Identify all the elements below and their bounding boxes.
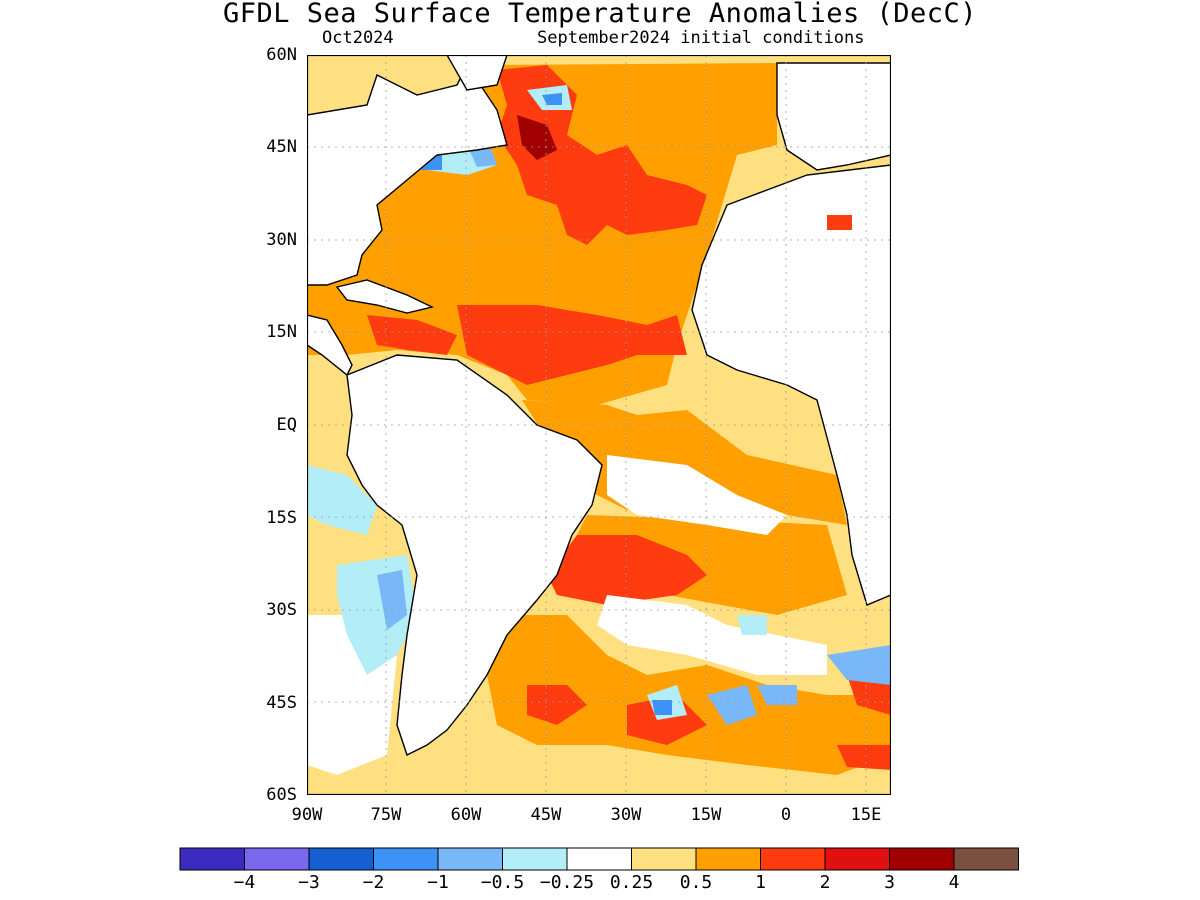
lat-label-30n: 30N <box>266 230 297 250</box>
chart-title: GFDL Sea Surface Temperature Anomalies (… <box>223 0 977 29</box>
colorbar-label: −0.25 <box>539 872 595 893</box>
colorbar-box <box>824 847 890 871</box>
caribbean <box>335 279 435 314</box>
lat-label-30s: 30S <box>266 600 297 620</box>
sst-anomaly-map <box>307 55 891 795</box>
lat-label-60s: 60S <box>266 785 297 805</box>
europe <box>776 62 891 171</box>
colorbar-label: 0.25 <box>609 872 654 893</box>
africa <box>691 164 891 606</box>
colorbar-label: 4 <box>948 872 960 893</box>
colorbar <box>179 847 1019 871</box>
colorbar-label: −3 <box>298 872 320 893</box>
lon-label-30w: 30W <box>610 805 642 825</box>
anomaly-field-red <box>307 65 891 770</box>
lat-label-45n: 45N <box>266 137 297 157</box>
initial-conditions: September2024 initial conditions <box>537 28 865 48</box>
colorbar-box <box>502 847 568 871</box>
greenland-iceland <box>446 55 508 91</box>
colorbar-box <box>953 847 1019 871</box>
land-masses <box>307 55 891 756</box>
lon-label-45w: 45W <box>530 805 562 825</box>
strong-warm-patch <box>517 115 557 160</box>
colorbar-box <box>308 847 374 871</box>
lat-label-45s: 45S <box>266 693 297 713</box>
lat-label-eq: EQ <box>276 415 297 435</box>
map-frame <box>307 55 891 795</box>
colorbar-label: −4 <box>233 872 256 893</box>
colorbar-label: −1 <box>427 872 449 893</box>
colorbar-box <box>437 847 503 871</box>
grid-lines <box>307 55 891 795</box>
lat-label-60n: 60N <box>266 45 297 65</box>
colorbar-box <box>760 847 826 871</box>
colorbar-box <box>695 847 761 871</box>
lat-label-15s: 15S <box>266 508 297 528</box>
colorbar-box <box>373 847 439 871</box>
colorbar-label: 1 <box>755 872 766 893</box>
colorbar-box <box>631 847 697 871</box>
south-america <box>346 354 603 756</box>
colorbar-box <box>179 847 245 871</box>
colorbar-label: 3 <box>884 872 895 893</box>
lon-label-75w: 75W <box>370 805 402 825</box>
lon-label-90w: 90W <box>291 805 323 825</box>
colorbar-label: −2 <box>362 872 385 893</box>
colorbar-label: −0.5 <box>480 872 525 893</box>
lat-label-15n: 15N <box>266 322 297 342</box>
lon-label-15w: 15W <box>690 805 722 825</box>
mediterranean-warm-patch <box>827 215 852 230</box>
colorbar-label: 0.5 <box>679 872 713 893</box>
lon-label-15e: 15E <box>850 805 882 825</box>
central-america <box>307 314 353 377</box>
north-america <box>307 63 508 286</box>
forecast-month: Oct2024 <box>322 28 394 48</box>
colorbar-label: 2 <box>819 872 831 893</box>
colorbar-box <box>566 847 632 871</box>
lon-label-60w: 60W <box>450 805 482 825</box>
colorbar-box <box>889 847 955 871</box>
lon-label-0: 0 <box>780 805 792 825</box>
colorbar-box <box>244 847 310 871</box>
anomaly-field-cool <box>307 85 891 725</box>
